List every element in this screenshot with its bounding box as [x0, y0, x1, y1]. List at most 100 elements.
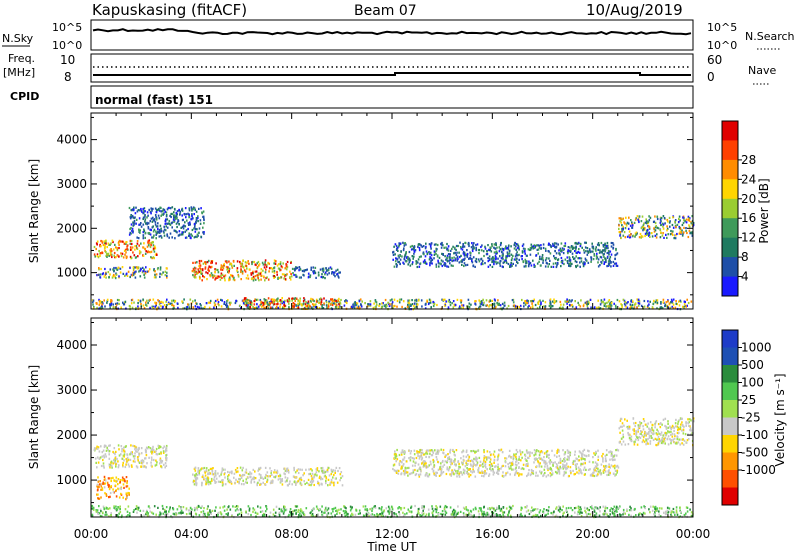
- data-cell: [202, 226, 204, 229]
- data-cell: [273, 471, 275, 474]
- data-cell: [106, 245, 108, 249]
- data-cell: [468, 257, 470, 260]
- data-cell: [242, 479, 244, 482]
- data-cell: [159, 457, 162, 460]
- data-cell: [187, 212, 189, 215]
- data-cell: [534, 513, 537, 516]
- data-cell: [108, 515, 110, 518]
- data-cell: [145, 301, 147, 304]
- data-cell: [312, 266, 315, 269]
- data-cell: [221, 265, 224, 268]
- data-cell: [151, 450, 154, 453]
- data-cell: [495, 250, 497, 253]
- data-cell: [400, 508, 402, 511]
- data-cell: [117, 466, 120, 469]
- data-cell: [311, 512, 314, 516]
- data-cell: [254, 470, 256, 473]
- data-cell: [202, 510, 205, 513]
- data-cell: [578, 469, 580, 472]
- data-cell: [550, 511, 552, 515]
- data-cell: [210, 512, 212, 515]
- data-cell: [307, 272, 310, 275]
- data-cell: [109, 507, 111, 510]
- data-cell: [295, 297, 298, 300]
- data-cell: [289, 510, 291, 513]
- data-cell: [614, 304, 617, 307]
- data-cell: [146, 211, 149, 214]
- data-cell: [328, 474, 331, 477]
- data-cell: [231, 266, 234, 269]
- data-cell: [366, 508, 368, 511]
- data-cell: [98, 249, 100, 253]
- data-cell: [683, 216, 685, 219]
- data-cell: [676, 232, 678, 236]
- data-cell: [147, 512, 149, 515]
- data-cell: [654, 505, 657, 508]
- data-cell: [113, 447, 116, 450]
- data-cell: [474, 303, 477, 306]
- data-cell: [114, 256, 116, 259]
- data-cell: [652, 302, 654, 306]
- data-cell: [411, 472, 413, 475]
- data-cell: [145, 266, 147, 269]
- data-cell: [164, 270, 167, 273]
- data-cell: [466, 263, 469, 266]
- data-cell: [432, 514, 434, 517]
- data-cell: [176, 302, 179, 305]
- data-cell: [273, 275, 275, 278]
- data-cell: [585, 250, 587, 253]
- data-cell: [610, 261, 612, 264]
- data-cell: [169, 506, 171, 509]
- data-cell: [210, 261, 212, 265]
- data-cell: [449, 262, 451, 265]
- data-cell: [160, 305, 162, 308]
- data-cell: [134, 212, 137, 215]
- data-cell: [277, 302, 279, 305]
- data-cell: [579, 251, 581, 254]
- data-cell: [154, 245, 156, 248]
- data-cell: [192, 473, 194, 476]
- data-cell: [133, 272, 135, 275]
- data-cell: [555, 245, 558, 248]
- data-cell: [472, 256, 475, 259]
- data-cell: [637, 298, 640, 301]
- data-cell: [152, 256, 155, 259]
- data-cell: [531, 299, 534, 303]
- data-cell: [282, 262, 284, 265]
- data-cell: [256, 298, 259, 301]
- data-cell: [155, 218, 158, 221]
- data-cell: [159, 275, 161, 278]
- data-cell: [198, 514, 201, 517]
- data-cell: [281, 483, 284, 486]
- data-cell: [208, 472, 210, 475]
- data-cell: [332, 476, 334, 479]
- data-cell: [421, 505, 424, 508]
- data-cell: [528, 248, 531, 252]
- data-cell: [446, 468, 448, 471]
- data-cell: [165, 464, 168, 467]
- data-cell: [100, 464, 103, 468]
- data-cell: [622, 225, 624, 228]
- data-cell: [122, 496, 124, 499]
- y-tick-label: 4000: [56, 133, 87, 147]
- data-cell: [452, 259, 455, 262]
- data-cell: [528, 263, 530, 266]
- data-cell: [409, 264, 412, 267]
- data-cell: [520, 514, 523, 517]
- data-cell: [489, 264, 491, 267]
- data-cell: [283, 273, 285, 276]
- data-cell: [195, 276, 197, 279]
- data-cell: [672, 298, 675, 301]
- data-cell: [537, 248, 540, 251]
- data-cell: [194, 467, 197, 470]
- data-cell: [202, 515, 205, 518]
- data-cell: [463, 262, 466, 265]
- data-cell: [148, 250, 151, 254]
- data-cell: [532, 514, 535, 517]
- data-cell: [654, 215, 656, 218]
- data-cell: [253, 303, 256, 306]
- data-cell: [527, 299, 530, 303]
- data-cell: [610, 507, 613, 510]
- data-cell: [247, 306, 249, 310]
- data-cell: [120, 453, 122, 456]
